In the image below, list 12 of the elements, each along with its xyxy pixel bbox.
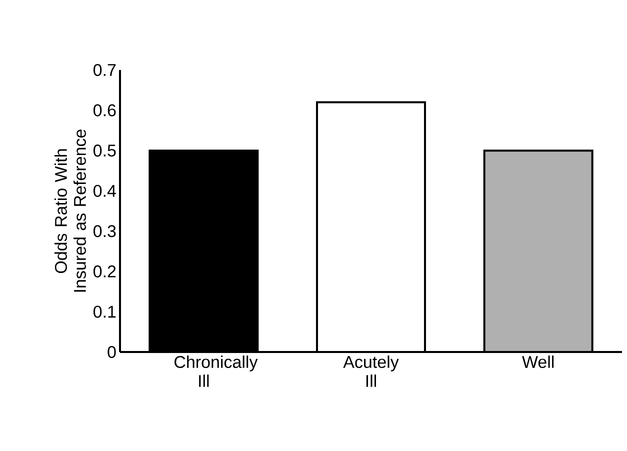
y-tick-label: 0.2 [93, 265, 116, 278]
y-tick-label: 0 [108, 346, 116, 358]
x-tick-label: Well [522, 356, 554, 368]
x-tick-label: Acutely Ill [343, 356, 399, 387]
y-tick-label: 0.5 [93, 144, 116, 157]
y-tick-label: 0.6 [93, 104, 116, 116]
y-tick-label: 0.7 [93, 64, 116, 76]
x-tick-label: Chronically Ill [174, 356, 258, 387]
y-tick-label: 0.4 [93, 184, 116, 197]
y-tick-label: 0.3 [93, 225, 116, 238]
y-axis-title: Odds Ratio With Insured as Reference [54, 130, 86, 292]
y-tick-label: 0.1 [93, 306, 116, 318]
